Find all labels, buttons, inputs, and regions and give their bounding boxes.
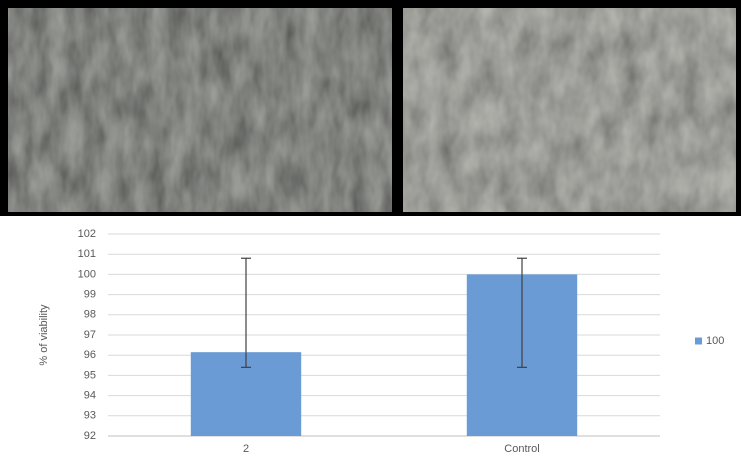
- legend-label: 100: [706, 335, 724, 347]
- legend-swatch: [695, 338, 702, 345]
- y-axis-title: % of viability: [38, 304, 50, 366]
- y-tick-label: 94: [84, 390, 96, 402]
- x-tick-label: Control: [504, 443, 539, 455]
- y-tick-label: 95: [84, 369, 96, 381]
- figure: % of viability 92 93 94 95 96 97 98 99 100 101 102…: [0, 0, 741, 458]
- micrograph-left: [8, 8, 392, 212]
- page: {"chart_data": {"type": "bar", "y_label"…: [0, 0, 741, 458]
- y-tick-label: 101: [78, 248, 96, 260]
- y-tick-label: 102: [78, 228, 96, 240]
- y-tick-label: 99: [84, 289, 96, 301]
- y-tick-label: 96: [84, 349, 96, 361]
- y-tick-label: 97: [84, 329, 96, 341]
- y-tick-label: 93: [84, 410, 96, 422]
- x-tick-label: 2: [243, 443, 249, 455]
- y-tick-label: 92: [84, 430, 96, 442]
- y-tick-label: 98: [84, 309, 96, 321]
- y-tick-label: 100: [78, 268, 96, 280]
- micrograph-right: [403, 8, 736, 212]
